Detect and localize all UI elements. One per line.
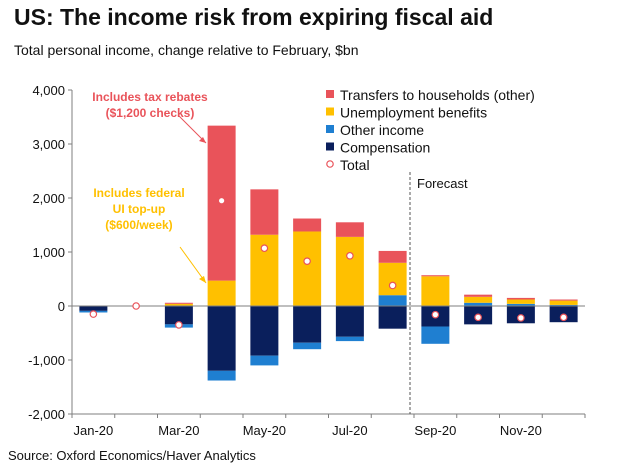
x-tick-label: Mar-20 [158,423,199,438]
legend-swatch-compensation [326,142,334,151]
bar-transfers [421,275,450,277]
bar-transfers [506,297,535,300]
y-tick-label: -1,000 [28,353,65,368]
total-marker [388,281,397,290]
bar-other_income [464,302,493,306]
bar-other_income [421,326,450,344]
annotation-tax-arrowhead [199,137,206,143]
annotation-tax-line: ($1,200 checks) [106,106,195,120]
bar-compensation [79,306,108,311]
total-marker [175,321,183,329]
y-tick-label: 3,000 [32,137,65,152]
bar-other_income [250,355,279,366]
legend-swatch-transfers [326,90,334,98]
chart-title: US: The income risk from expiring fiscal… [14,4,494,30]
total-marker [260,244,269,253]
annotation-ui-line: ($600/week) [105,218,172,232]
bar-compensation [207,306,236,371]
total-marker [217,196,226,205]
bar-compensation [335,306,364,337]
annotation-ui-arrowhead [199,276,206,283]
annotation-tax-arrow [177,114,207,144]
bar-unemployment [421,276,450,306]
x-tick-label: May-20 [243,423,286,438]
x-tick-label: Sep-20 [414,423,456,438]
total-marker [559,313,568,322]
bar-compensation [293,306,322,343]
bar-transfers [293,218,322,232]
annotation-ui-arrow [179,246,207,284]
y-tick-label: 0 [58,299,65,314]
x-tick-label: Nov-20 [500,423,542,438]
bar-unemployment [207,280,236,306]
bar-compensation [164,306,193,325]
annotation-tax-line: Includes tax rebates [92,90,208,104]
bar-other_income [506,303,535,306]
bar-unemployment [378,262,407,296]
total-marker [303,257,311,265]
forecast-label: Forecast [417,176,468,191]
chart-subtitle: Total personal income, change relative t… [14,42,359,58]
bar-transfers [549,299,578,301]
total-marker [474,313,482,322]
legend-swatch-total [326,160,334,168]
total-marker [517,314,525,322]
bar-other_income [335,336,364,342]
bar-compensation [378,306,407,329]
bar-other_income [378,295,407,306]
bar-unemployment [549,300,578,305]
annotation-ui-line: UI top-up [113,202,166,216]
total-marker [89,310,98,318]
annotation-ui-line: Includes federal [93,186,184,200]
source-note: Source: Oxford Economics/Haver Analytics [8,448,256,463]
legend-label: Unemployment benefits [340,105,487,121]
x-tick-label: Jul-20 [332,423,367,438]
bar-unemployment [164,303,193,306]
bar-unemployment [464,296,493,303]
total-marker [431,310,440,319]
bar-other_income [207,370,236,381]
legend-swatch-unemployment [326,107,334,116]
legend-label: Transfers to households (other) [340,87,535,103]
total-marker [346,251,354,260]
legend-label: Compensation [340,140,430,156]
bar-transfers [335,222,364,237]
legend-label: Other income [340,122,424,138]
y-tick-label: 2,000 [32,191,65,206]
legend-label: Total [340,157,370,173]
bar-transfers [164,302,193,304]
bar-unemployment [335,236,364,306]
bar-other_income [293,342,322,350]
legend-swatch-other_income [326,125,334,133]
bar-compensation [250,306,279,356]
bar-transfers [250,189,279,235]
x-tick-label: Jan-20 [74,423,114,438]
y-tick-label: -2,000 [28,407,65,422]
bar-transfers [464,294,493,297]
y-tick-label: 1,000 [32,245,65,260]
bar-transfers [378,250,407,263]
bar-unemployment [293,231,322,306]
y-tick-label: 4,000 [32,83,65,98]
bar-other_income [549,304,578,306]
total-marker [132,302,140,310]
bar-unemployment [506,299,535,304]
